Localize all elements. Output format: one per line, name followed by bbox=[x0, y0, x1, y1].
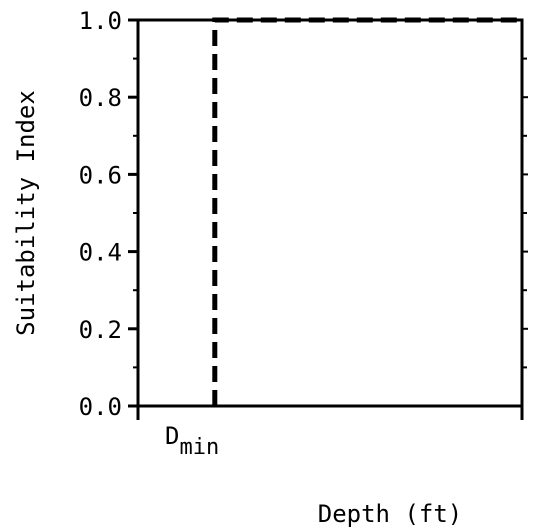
dmin-letter: D bbox=[165, 422, 179, 450]
plot-frame bbox=[136, 18, 524, 408]
series-line bbox=[212, 17, 522, 406]
y-tick-label: 0.6 bbox=[79, 161, 122, 189]
y-tick-label: 0.0 bbox=[79, 393, 122, 421]
x-axis-title: Depth (ft) bbox=[318, 500, 463, 528]
y-tick-label: 0.2 bbox=[79, 316, 122, 344]
y-tick-label: 0.4 bbox=[79, 239, 122, 267]
y-axis-tick-labels: 0.0 0.2 0.4 0.6 0.8 1.0 bbox=[79, 7, 122, 421]
x-axis-ticks bbox=[136, 406, 524, 420]
y-axis-ticks bbox=[128, 18, 528, 408]
y-axis-title: Suitability Index bbox=[12, 90, 40, 336]
series-group bbox=[212, 17, 522, 406]
x-tick-label-dmin: Dmin bbox=[165, 422, 219, 460]
dmin-subscript: min bbox=[179, 435, 219, 460]
y-tick-label: 1.0 bbox=[79, 7, 122, 35]
y-tick-label: 0.8 bbox=[79, 84, 122, 112]
